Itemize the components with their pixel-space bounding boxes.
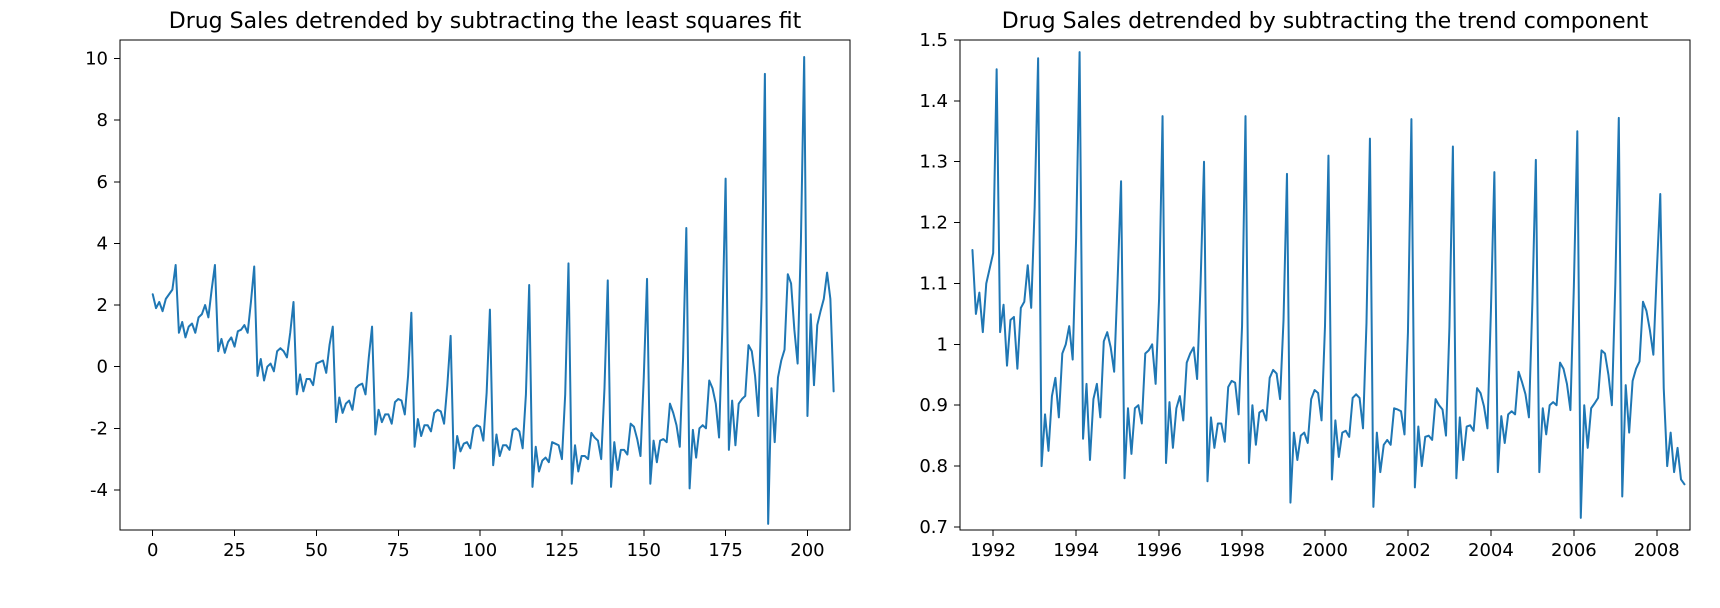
right-title: Drug Sales detrended by subtracting the … [1002,9,1649,34]
right-y-ticks: 0.7 0.8 0.9 1 1.1 1.2 1.3 1.4 1.5 [919,30,960,538]
y-tick-label: 1.5 [919,30,948,51]
x-tick-label: 25 [223,540,246,561]
x-tick-label: 50 [305,540,328,561]
y-tick-label: 10 [85,48,108,69]
x-tick-label: 2008 [1634,540,1680,561]
right-subplot: Drug Sales detrended by subtracting the … [919,9,1690,561]
y-tick-label: 1.4 [919,91,948,112]
y-tick-label: 8 [97,110,108,131]
y-tick-label: 0.8 [919,456,948,477]
y-tick-label: 2 [97,295,108,316]
right-x-ticks: 1992 1994 1996 1998 2000 2002 2004 2006 2008 [970,530,1679,561]
y-tick-label: 4 [97,233,108,254]
x-tick-label: 125 [545,540,579,561]
y-tick-label: 1 [937,334,948,355]
x-tick-label: 1998 [1219,540,1265,561]
y-tick-label: 0.7 [919,517,948,538]
x-tick-label: 150 [627,540,661,561]
left-x-ticks: 0 25 50 75 100 125 150 175 200 [147,530,825,561]
x-tick-label: 200 [790,540,824,561]
x-tick-label: 100 [463,540,497,561]
chart-svg: Drug Sales detrended by subtracting the … [0,0,1720,608]
y-tick-label: -4 [90,480,108,501]
x-tick-label: 2002 [1385,540,1431,561]
left-title: Drug Sales detrended by subtracting the … [169,9,802,34]
x-tick-label: 2004 [1468,540,1514,561]
y-tick-label: 1.2 [919,213,948,234]
left-axis-frame [120,40,850,530]
x-tick-label: 0 [147,540,158,561]
x-tick-label: 2006 [1551,540,1597,561]
figure: Drug Sales detrended by subtracting the … [0,0,1720,608]
y-tick-label: 0 [97,357,108,378]
y-tick-label: 1.3 [919,152,948,173]
right-series-line [972,52,1684,518]
y-tick-label: 1.1 [919,273,948,294]
x-tick-label: 175 [708,540,742,561]
y-tick-label: 0.9 [919,395,948,416]
left-series-line [153,57,834,524]
x-tick-label: 1996 [1136,540,1182,561]
left-subplot: Drug Sales detrended by subtracting the … [85,9,850,561]
x-tick-label: 75 [387,540,410,561]
x-tick-label: 1994 [1053,540,1099,561]
x-tick-label: 1992 [970,540,1016,561]
y-tick-label: -2 [90,418,108,439]
left-y-ticks: -4 -2 0 2 4 6 8 10 [85,48,120,500]
y-tick-label: 6 [97,172,108,193]
x-tick-label: 2000 [1302,540,1348,561]
